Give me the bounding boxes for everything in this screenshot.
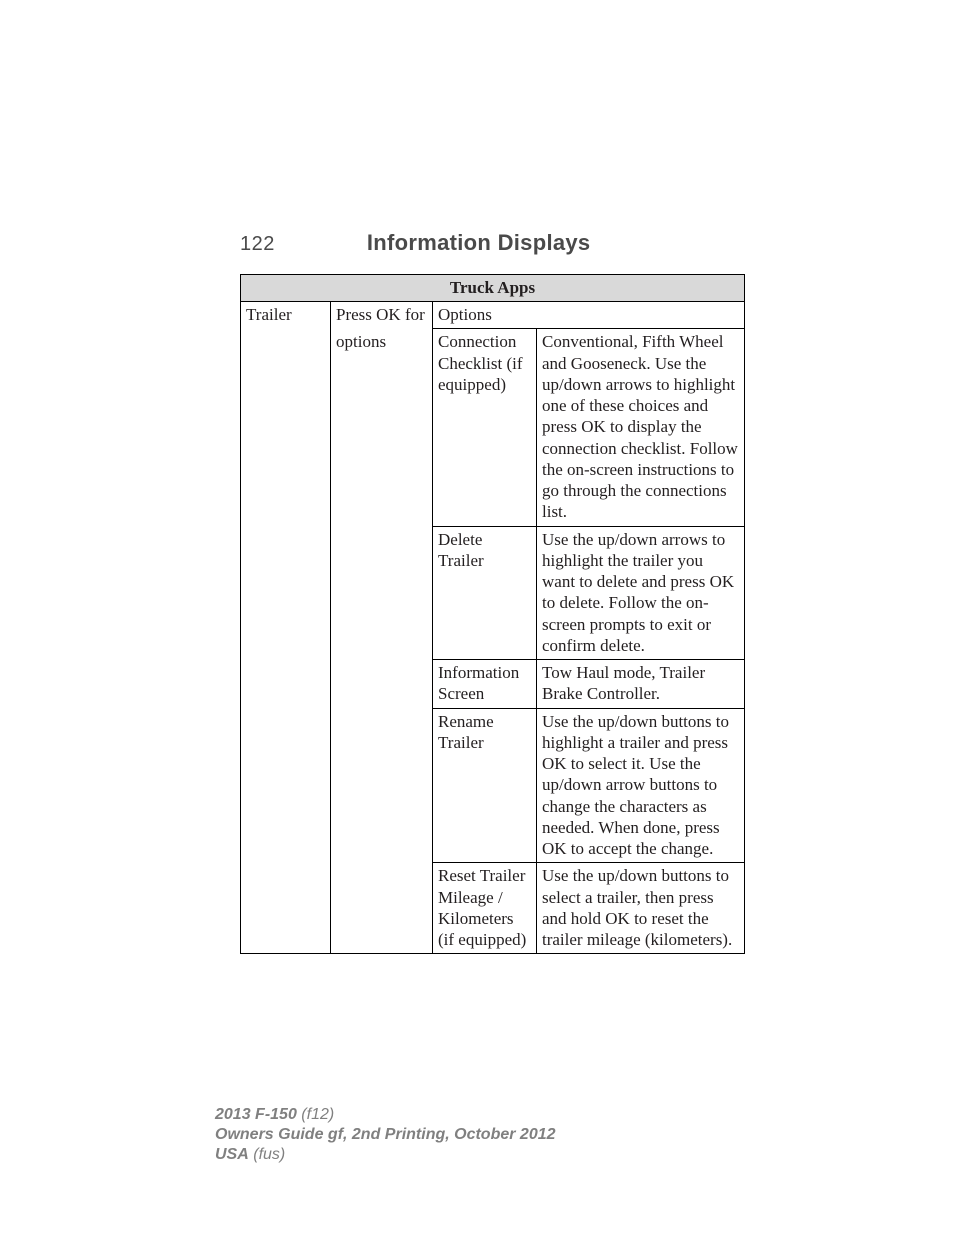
footer-line-1: 2013 F-150 (f12) [215,1105,556,1125]
option-cell: Delete Trailer [433,526,537,660]
footer-guide: Owners Guide gf, 2nd Printing, October 2… [215,1125,556,1145]
option-cell: Reset Trailer Mileage / Kilometers (if e… [433,863,537,954]
option-cell: Information Screen [433,660,537,709]
page-header: 122 Information Displays [240,230,744,256]
truck-apps-table: Truck Apps Trailer Press OK for Options … [240,274,745,954]
detail-cell: Use the up/down buttons to highlight a t… [537,708,745,863]
footer-model: 2013 F-150 [215,1106,297,1123]
col2-options-text: options [331,329,433,954]
footer-line-3: USA (fus) [215,1145,556,1165]
col2-line2: options [336,332,386,351]
options-label: Options [433,302,745,329]
detail-cell: Conventional, Fifth Wheel and Gooseneck.… [537,329,745,526]
footer-region: USA [215,1146,249,1163]
table-header-row: Truck Apps [241,275,745,302]
detail-cell: Use the up/down arrows to highlight the … [537,526,745,660]
page: 122 Information Displays Truck Apps Trai… [0,0,954,1235]
footer: 2013 F-150 (f12) Owners Guide gf, 2nd Pr… [215,1105,556,1165]
table-title-cell: Truck Apps [241,275,745,302]
col2-line1: Press OK for [336,305,425,324]
option-cell: Connection Checklist (if equipped) [433,329,537,526]
page-number: 122 [240,233,275,256]
section-title: Information Displays [367,230,591,256]
footer-region-code: (fus) [253,1146,285,1163]
option-cell: Rename Trailer [433,708,537,863]
col2-press-ok: Press OK for [331,302,433,329]
table-row: Trailer Press OK for Options [241,302,745,329]
detail-cell: Use the up/down buttons to select a trai… [537,863,745,954]
footer-model-code: (f12) [301,1106,334,1123]
col1-trailer: Trailer [241,302,331,954]
detail-cell: Tow Haul mode, Trailer Brake Controller. [537,660,745,709]
